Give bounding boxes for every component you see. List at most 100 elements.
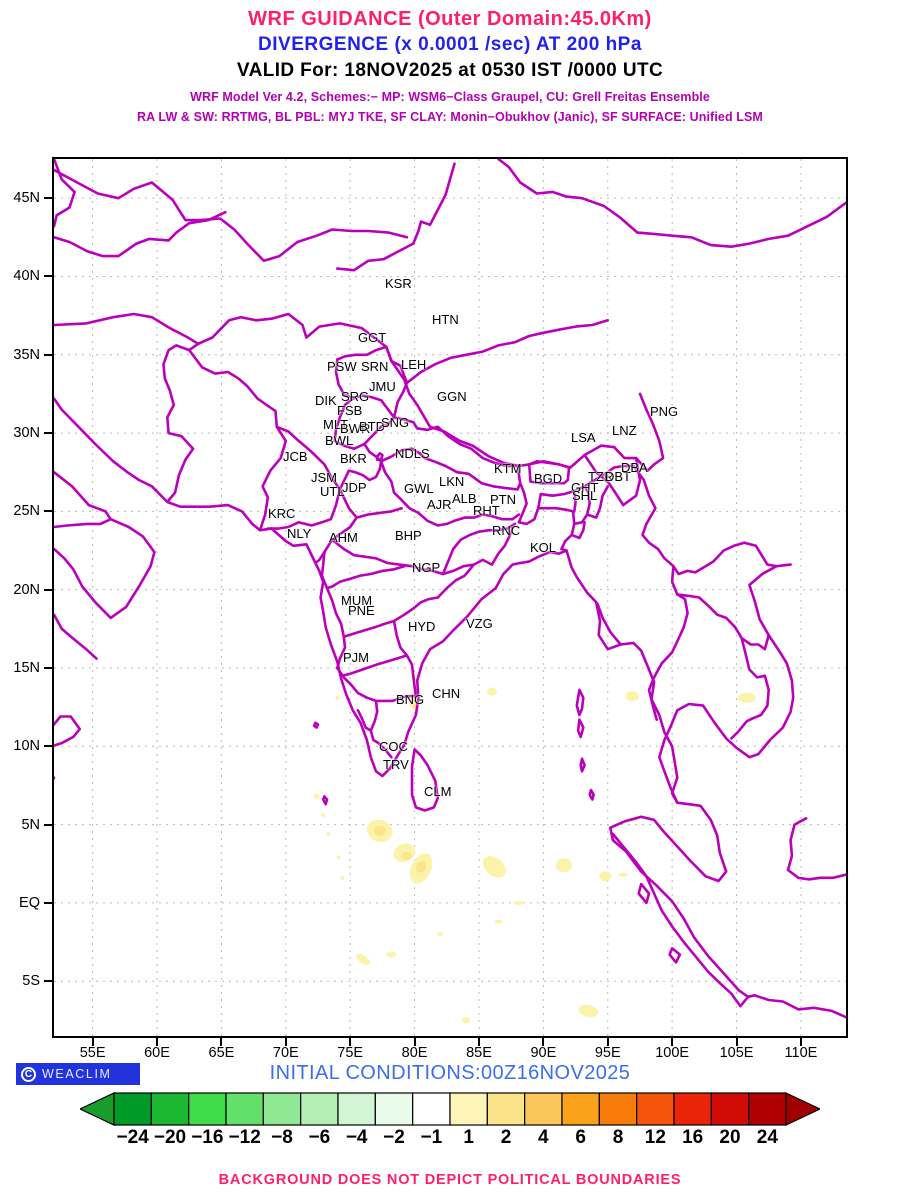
colorbar-cell[interactable] <box>449 1092 488 1126</box>
colorbar-cell[interactable] <box>374 1092 414 1126</box>
colorbar-tick-label: −8 <box>271 1127 293 1148</box>
city-label-bhp: BHP <box>395 528 422 543</box>
city-label-ktm: KTM <box>494 461 522 476</box>
colorbar-tick-label: 20 <box>719 1127 741 1148</box>
city-label-dbt: DBT <box>605 469 631 484</box>
lon-tick-label: 110E <box>784 1045 818 1061</box>
map-canvas <box>54 159 846 1036</box>
colorbar-cell[interactable] <box>748 1092 787 1126</box>
colorbar-tick-label: −12 <box>228 1127 261 1148</box>
lon-tick-label: 55E <box>79 1045 106 1061</box>
city-label-ajr: AJR <box>427 497 452 512</box>
colorbar-tick-label: −20 <box>153 1127 187 1148</box>
weaclim-label: WEACLIM <box>42 1067 112 1081</box>
lat-tick-mark <box>44 588 52 591</box>
city-label-ggn: GGN <box>437 389 467 404</box>
colorbar-swatches[interactable] <box>80 1092 820 1126</box>
colorbar-under-arrow[interactable] <box>80 1092 115 1126</box>
colorbar-cell[interactable] <box>337 1092 376 1126</box>
colorbar-tick-label: −4 <box>345 1127 368 1148</box>
city-label-leh: LEH <box>401 357 427 372</box>
colorbar-cell[interactable] <box>598 1092 638 1126</box>
lat-tick-label: 35N <box>13 346 40 363</box>
colorbar-tick-label: −1 <box>420 1127 443 1148</box>
lat-tick-mark <box>44 745 52 748</box>
city-label-lnz: LNZ <box>612 423 637 438</box>
header-title-guidance: WRF GUIDANCE (Outer Domain:45.0Km) <box>248 8 652 30</box>
city-label-png: PNG <box>650 404 679 419</box>
map-plot-area[interactable] <box>52 157 848 1038</box>
city-label-btd: BTD <box>359 419 385 434</box>
lon-tick-mark <box>542 1038 545 1046</box>
weaclim-logo[interactable]: C WEACLIM <box>16 1063 140 1085</box>
lat-tick-mark <box>44 980 52 983</box>
lat-tick-label: 15N <box>13 659 40 676</box>
lon-tick-label: 95E <box>594 1045 621 1061</box>
city-label-utl: UTL <box>320 484 345 499</box>
city-label-rht: RHT <box>473 503 500 518</box>
lon-tick-mark <box>349 1038 352 1046</box>
colorbar-cell[interactable] <box>561 1092 600 1126</box>
lon-tick-mark <box>220 1038 223 1046</box>
header-valid-time: VALID For: 18NOV2025 at 0530 IST /0000 U… <box>236 59 664 81</box>
colorbar-cell[interactable] <box>300 1092 339 1126</box>
divergence-shading <box>313 687 756 1024</box>
lat-tick-label: 5S <box>22 973 40 990</box>
city-label-bng: BNG <box>396 692 425 707</box>
lon-tick-label: 70E <box>272 1045 299 1061</box>
lon-tick-label: 80E <box>401 1045 428 1061</box>
header: WRF GUIDANCE (Outer Domain:45.0Km) DIVER… <box>0 0 900 124</box>
lon-tick-label: 85E <box>466 1045 492 1061</box>
city-label-ksr: KSR <box>385 276 412 291</box>
city-label-jdp: JDP <box>342 480 367 495</box>
colorbar-tick-label: 24 <box>756 1127 778 1148</box>
city-label-ptn: PTN <box>490 492 516 507</box>
city-label-trv: TRV <box>383 757 409 772</box>
colorbar-over-arrow[interactable] <box>785 1092 820 1126</box>
colorbar-tick-label: −2 <box>383 1127 405 1148</box>
city-label-lsa: LSA <box>571 430 596 445</box>
city-label-gwl: GWL <box>404 481 434 496</box>
colorbar-cell[interactable] <box>673 1092 712 1126</box>
lon-tick-mark <box>671 1038 674 1046</box>
colorbar-cell[interactable] <box>113 1092 152 1126</box>
colorbar-cell[interactable] <box>262 1092 302 1126</box>
colorbar-cell[interactable] <box>412 1092 451 1126</box>
lat-tick-label: 25N <box>13 503 40 520</box>
city-label-bkr: BKR <box>340 451 367 466</box>
city-label-ngp: NGP <box>412 560 441 575</box>
city-label-htn: HTN <box>432 312 459 327</box>
colorbar-cell[interactable] <box>524 1092 563 1126</box>
colorbar-cell[interactable] <box>188 1092 227 1126</box>
city-label-bwr: BWR <box>340 421 371 436</box>
city-label-shl: SHL <box>572 488 598 503</box>
lon-tick-label: 60E <box>144 1045 170 1061</box>
colorbar-tick-label: −6 <box>308 1127 331 1148</box>
city-label-ndls: NDLS <box>395 446 430 461</box>
lat-tick-mark <box>44 432 52 435</box>
lat-tick-label: EQ <box>19 894 40 911</box>
map-gridlines <box>54 159 846 1036</box>
lat-tick-mark <box>44 510 52 513</box>
colorbar-cell[interactable] <box>150 1092 190 1126</box>
city-label-hyd: HYD <box>408 619 436 634</box>
city-label-coc: COC <box>379 739 408 754</box>
lat-tick-label: 5N <box>21 816 40 833</box>
colorbar-cell[interactable] <box>225 1092 264 1126</box>
colorbar[interactable]: −24 −20 −16 −12 −8 −6 −4 −2 −1 1 2 4 6 8 12 16 20 24 <box>0 1092 900 1152</box>
colorbar-tick-label: −24 <box>116 1127 149 1148</box>
colorbar-tick-label: 1 <box>463 1127 474 1148</box>
city-label-bgd: BGD <box>534 471 563 486</box>
colorbar-tick-label: 12 <box>644 1127 666 1148</box>
colorbar-cell[interactable] <box>486 1092 526 1126</box>
city-label-chn: CHN <box>432 686 461 701</box>
colorbar-cell[interactable] <box>710 1092 750 1126</box>
colorbar-cell[interactable] <box>636 1092 675 1126</box>
colorbar-tick-label: 16 <box>682 1127 704 1148</box>
city-label-ggt: GGT <box>358 330 387 345</box>
header-model-config-1: WRF Model Ver 4.2, Schemes:− MP: WSM6−Cl… <box>190 89 710 104</box>
lon-tick-label: 65E <box>208 1045 235 1061</box>
lon-tick-mark <box>413 1038 416 1046</box>
lon-tick-mark <box>606 1038 609 1046</box>
lat-tick-label: 30N <box>13 425 40 442</box>
